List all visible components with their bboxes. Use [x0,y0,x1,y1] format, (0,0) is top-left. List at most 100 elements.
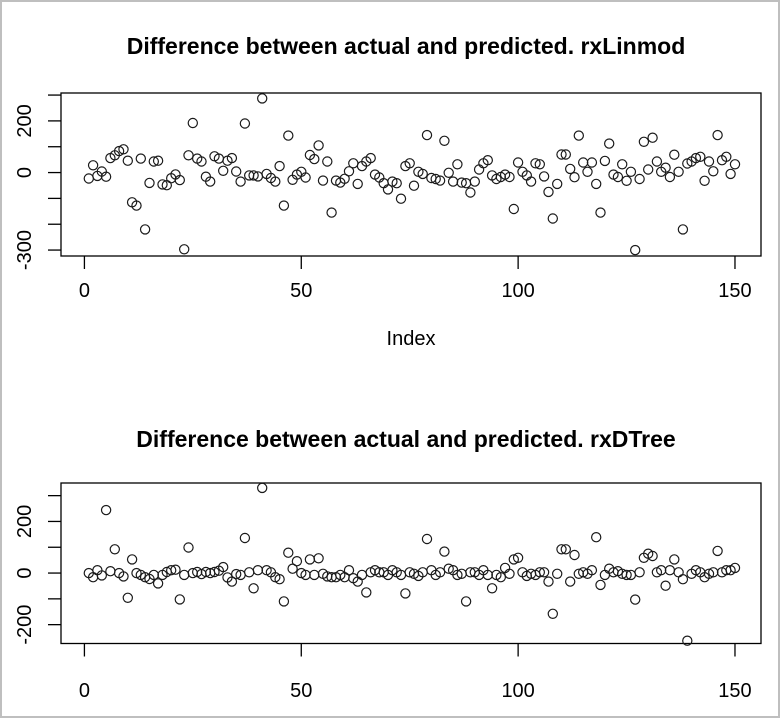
data-point [382,184,394,195]
data-point [591,532,602,543]
data-point [729,159,741,170]
x-tick-label: 50 [290,680,312,702]
data-point [348,158,359,169]
data-point [239,118,251,129]
data-point [183,150,194,161]
data-point [226,152,238,164]
data-point [439,546,450,557]
data-point [469,176,480,187]
data-point [174,174,185,186]
data-point [664,171,676,183]
data-point [152,578,164,589]
data-point [361,587,372,598]
data-point [439,135,450,146]
data-point [196,156,207,167]
data-point [270,176,281,187]
data-point [434,175,446,186]
y-tick-label: 0 [14,567,36,578]
data-point [404,158,415,169]
scatter-plot-rxlinmod: Difference between actual and predicted.… [14,33,762,350]
data-point [669,149,680,160]
plot-title-rxdtree: Difference between actual and predicted.… [136,426,675,452]
data-point [87,160,99,171]
data-point [586,565,598,576]
data-point [538,171,550,182]
data-point [682,635,693,646]
data-point [283,130,294,141]
data-point [170,564,181,575]
data-point [96,570,108,581]
data-point [126,554,138,565]
data-point [673,166,684,177]
data-point [703,568,715,580]
data-point [651,156,663,167]
plot-frame [60,482,762,645]
data-point [204,176,216,187]
data-point [560,544,572,555]
data-point [638,136,650,147]
data-point [677,574,689,585]
data-point [721,151,732,162]
data-point [109,544,121,555]
data-point [712,545,723,557]
data-point [599,569,611,581]
data-point [131,200,142,211]
data-point [569,171,580,183]
data-point [643,164,654,175]
data-point [352,178,363,190]
data-point [421,533,433,545]
data-point [565,163,576,175]
data-point [508,554,519,565]
data-point [673,567,684,578]
data-point [473,164,485,175]
data-point [534,159,546,170]
data-point [547,608,559,620]
data-point [504,171,515,183]
axes-rxlinmod: 0 50 100 150 -300 0 200 [14,94,752,302]
data-point [647,132,658,143]
axes-rxdtree: 0 50 100 150 -200 0 200 [14,494,752,702]
data-point [83,173,95,184]
data-point [217,561,229,573]
x-axis-label-index: Index [387,328,436,350]
y-tick-label: -300 [14,230,36,270]
y-tick-label: 200 [14,104,36,137]
data-point [556,544,567,555]
data-point [309,153,320,165]
data-point [699,175,710,186]
x-tick-label: 100 [501,680,534,702]
data-point [365,152,376,164]
data-point [248,583,259,594]
data-point [343,565,355,576]
data-point [304,554,316,565]
data-point [187,117,198,129]
data-point [547,213,559,224]
data-point [113,145,125,157]
data-point [326,207,337,218]
data-point [617,159,628,170]
data-point [512,552,524,564]
data-point [118,144,129,155]
data-point [578,157,589,168]
data-point [443,563,454,574]
data-point [543,186,554,198]
data-point [482,154,493,166]
data-point [118,571,129,582]
data-point [664,565,676,576]
data-point [712,129,723,141]
y-tick-label: 200 [14,505,36,538]
data-point [595,579,606,591]
data-point [504,568,515,580]
data-point [703,156,715,167]
data-point [135,153,146,164]
data-point [339,173,350,184]
data-point [560,149,572,160]
data-point [243,567,255,578]
data-point [569,549,580,561]
data-point [586,157,598,168]
plot-frame [60,92,762,257]
data-point [343,166,355,177]
data-point [309,569,320,581]
data-point [421,129,433,141]
